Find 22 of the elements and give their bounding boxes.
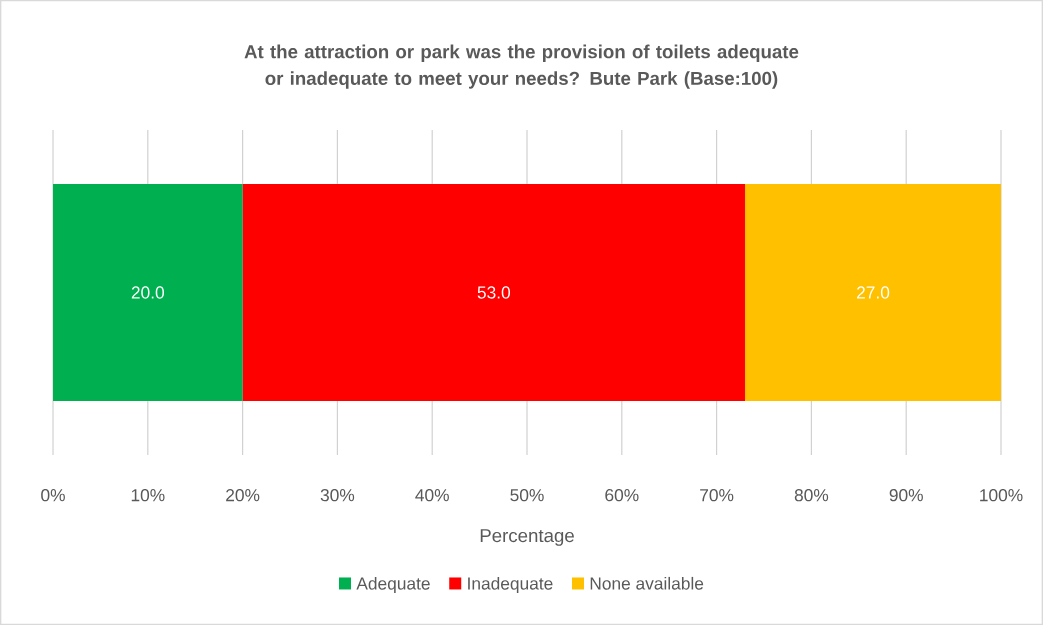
x-tick-label: 80%: [794, 489, 829, 502]
x-tick-label: 0%: [41, 489, 65, 502]
x-tick-label: 70%: [700, 489, 734, 502]
x-tick-label: 20%: [226, 489, 260, 502]
x-tick-label: 50%: [510, 489, 544, 502]
data-label: 20.0: [131, 286, 165, 299]
bar: [745, 184, 1001, 401]
x-axis-title: Percentage: [480, 529, 574, 546]
x-tick-label: 100%: [980, 489, 1023, 502]
data-label: 27.0: [857, 286, 890, 299]
x-tick-label: 60%: [605, 489, 639, 502]
bar: [242, 184, 746, 401]
chart-title: At the attraction or park was the provision of toilets adequate or inadequate to meet your needs? Bute Park (Base:100): [244, 44, 799, 89]
x-tick-label: 30%: [320, 489, 355, 502]
x-tick-label: 40%: [415, 489, 449, 502]
legend-label: Inadequate: [468, 576, 553, 594]
x-tick-label: 10%: [131, 489, 165, 502]
data-label: 53.0: [477, 286, 511, 299]
legend-label: Adequate: [356, 576, 430, 594]
legend-label: None available: [590, 576, 704, 590]
bar: [53, 184, 243, 401]
x-tick-label: 90%: [889, 489, 923, 502]
